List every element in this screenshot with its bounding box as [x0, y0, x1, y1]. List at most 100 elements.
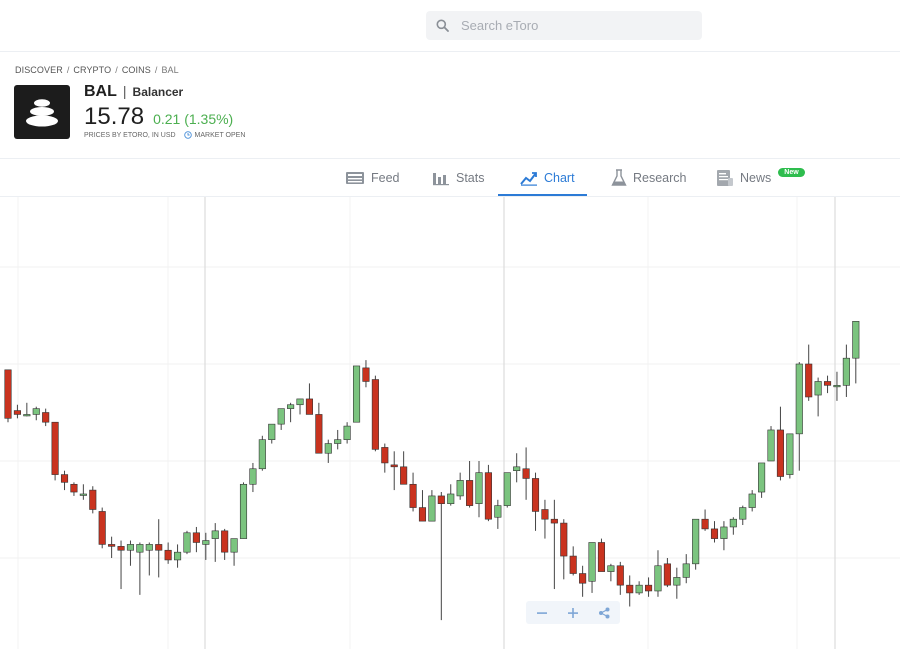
- market-status: MARKET OPEN: [194, 131, 246, 139]
- candle-body: [51, 421, 59, 475]
- candle-body: [814, 381, 822, 396]
- candle-body: [239, 483, 248, 539]
- breadcrumb-crypto[interactable]: CRYPTO: [73, 65, 112, 75]
- candle-body: [635, 584, 643, 594]
- price-row: 15.78 0.21 (1.35%): [84, 103, 233, 131]
- tab-research-label: Research: [633, 171, 687, 185]
- candle-body: [645, 584, 653, 592]
- candle-body: [60, 474, 69, 483]
- tab-research[interactable]: Research: [611, 159, 687, 197]
- candle-body: [823, 381, 832, 386]
- candle-body: [277, 408, 285, 425]
- price-source-note: PRICES BY ETORO, IN USD: [84, 131, 176, 139]
- candle-body: [164, 549, 172, 561]
- candle-body: [692, 518, 700, 565]
- zoom-in-button[interactable]: [563, 603, 583, 623]
- candle-body: [475, 472, 483, 504]
- search-icon: [436, 19, 449, 32]
- candle-body: [192, 532, 200, 543]
- candle-body: [541, 509, 549, 520]
- candle-body: [513, 466, 521, 472]
- candle-body: [758, 462, 766, 493]
- candle-body: [42, 412, 50, 423]
- candle-body: [673, 577, 681, 586]
- top-bar: Search eToro: [0, 0, 900, 52]
- current-price: 15.78: [84, 103, 145, 130]
- candle-body: [663, 563, 671, 586]
- tab-feed-label: Feed: [371, 171, 400, 185]
- candle-body: [296, 398, 304, 406]
- tab-chart[interactable]: Chart: [520, 159, 575, 197]
- candle-body: [560, 522, 568, 557]
- zoom-out-button[interactable]: [532, 603, 552, 623]
- active-tab-indicator: [498, 194, 587, 196]
- balancer-logo: [14, 85, 70, 139]
- candle-body: [136, 544, 144, 553]
- title-divider: |: [122, 83, 127, 99]
- instrument-tabs: Feed Stats Chart Research: [0, 159, 900, 197]
- candle-body: [13, 410, 21, 415]
- candle-body: [4, 369, 12, 419]
- flask-icon: [611, 169, 627, 186]
- clock-icon: [183, 131, 192, 139]
- news-icon: [717, 170, 733, 186]
- candle-body: [710, 528, 719, 539]
- search-box[interactable]: Search eToro: [426, 11, 702, 40]
- candle-body: [183, 532, 191, 553]
- candle-body: [701, 518, 709, 530]
- candle-body: [522, 468, 530, 479]
- candle-body: [117, 546, 125, 551]
- candle-body: [126, 544, 135, 551]
- candle-body: [230, 538, 238, 553]
- candle-body: [32, 408, 40, 415]
- candle-body: [579, 573, 587, 584]
- candle-body: [776, 429, 784, 477]
- candle-body: [202, 540, 210, 545]
- candle-body: [607, 565, 615, 572]
- candle-body: [447, 493, 455, 504]
- candle-body: [352, 365, 361, 423]
- candle-body: [79, 493, 87, 496]
- price-chart[interactable]: [0, 197, 900, 649]
- candle-body: [852, 321, 860, 359]
- candle-body: [334, 439, 342, 444]
- candle-body: [531, 478, 540, 512]
- instrument-header: DISCOVER / CRYPTO / COINS / BAL BAL | Balancer…: [0, 52, 900, 159]
- tab-stats[interactable]: Stats: [432, 159, 485, 197]
- instrument-name: Balancer: [132, 85, 184, 99]
- candle-body: [428, 495, 436, 522]
- candle-body: [400, 466, 408, 485]
- candle-body: [174, 551, 182, 561]
- zoom-out-icon: [536, 611, 547, 614]
- search-input[interactable]: Search eToro: [461, 18, 539, 33]
- candle-body: [268, 423, 276, 440]
- reset-zoom-button[interactable]: [594, 603, 614, 623]
- candle-body: [315, 414, 323, 454]
- price-change: 0.21 (1.35%): [153, 111, 234, 127]
- candle-body: [108, 544, 116, 547]
- tab-feed[interactable]: Feed: [345, 159, 400, 197]
- candle-body: [418, 507, 427, 522]
- candle-body: [437, 495, 445, 504]
- candle-body: [249, 468, 257, 485]
- candle-body: [466, 480, 474, 506]
- tab-news[interactable]: News New: [716, 159, 805, 197]
- candle-body: [23, 414, 31, 417]
- ticker-symbol: BAL: [84, 83, 117, 100]
- candle-body: [616, 565, 624, 586]
- tab-stats-label: Stats: [456, 171, 485, 185]
- candle-body: [221, 530, 229, 553]
- candle-body: [550, 518, 558, 524]
- price-meta: PRICES BY ETORO, IN USD MARKET OPEN: [84, 131, 245, 139]
- candle-body: [588, 542, 596, 582]
- breadcrumb-discover[interactable]: DISCOVER: [15, 65, 63, 75]
- breadcrumb-coins[interactable]: COINS: [121, 65, 151, 75]
- breadcrumb-current: BAL: [161, 65, 179, 75]
- candle-body: [456, 480, 464, 497]
- candle-body: [145, 544, 153, 551]
- candle-body: [795, 363, 803, 435]
- candle-body: [597, 542, 606, 572]
- candle-body: [362, 367, 370, 382]
- candle-body: [70, 483, 78, 493]
- reset-icon: [599, 607, 610, 618]
